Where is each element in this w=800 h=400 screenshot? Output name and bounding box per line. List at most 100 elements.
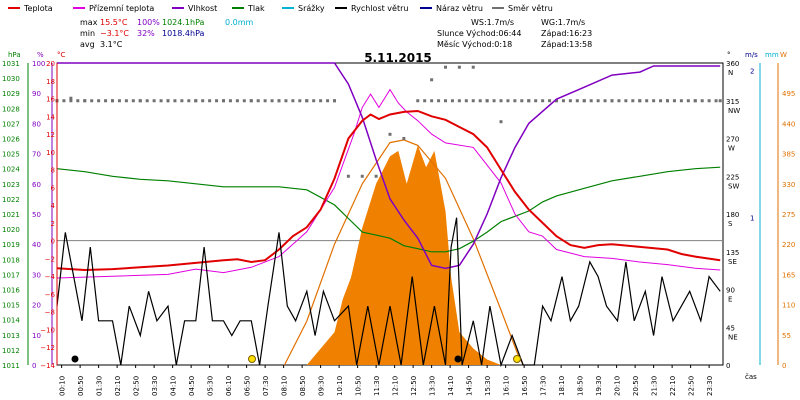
x-tick-label: 14:50: [466, 376, 474, 396]
wind-dir-point: [693, 99, 697, 103]
dir-tick-label: 90: [726, 287, 735, 295]
temp-tick-label: −6: [45, 291, 56, 299]
info-wg: WG:1.7m/s: [541, 18, 585, 27]
wind-dir-point: [69, 96, 73, 100]
stat-min-label: min: [80, 29, 95, 38]
wind-dir-point: [596, 99, 600, 103]
humidity-tick-label: 0: [32, 362, 36, 370]
temperature-line: [56, 109, 721, 272]
wind-dir-point: [124, 99, 128, 103]
dir-tick-label: 45: [726, 324, 735, 332]
dir-tick-name: NE: [728, 333, 738, 341]
pressure-tick-label: 1023: [2, 181, 20, 189]
dir-tick-label: 135: [726, 249, 739, 257]
x-tick-label: 12:10: [392, 376, 400, 396]
dir-tick-label: 225: [726, 173, 739, 181]
wind-dir-point: [541, 99, 545, 103]
axis-header-ms: m/s: [745, 51, 758, 59]
pressure-tick-label: 1018: [2, 256, 20, 264]
wind-dir-point: [568, 99, 572, 103]
wind-dir-point: [187, 99, 191, 103]
temp-tick-label: 12: [46, 131, 55, 139]
pressure-tick-label: 1011: [2, 362, 20, 370]
wind-dir-point: [90, 99, 94, 103]
wind-dir-point: [679, 99, 683, 103]
solar-tick-label: 440: [782, 120, 795, 128]
wind-dir-point: [374, 174, 378, 178]
x-tick-label: 20:50: [632, 376, 640, 396]
wind-line: [56, 217, 721, 368]
sun-set-icon: [513, 355, 521, 363]
info-sun-rise: Slunce Východ:06:44: [437, 29, 522, 38]
wind-dir-point: [222, 99, 225, 103]
temp-tick-label: −10: [40, 326, 55, 334]
x-tick-label: 10:10: [336, 376, 344, 396]
x-tick-label: 19:30: [595, 376, 603, 396]
dir-tick-name: SW: [728, 182, 739, 190]
wind-dir-point: [145, 99, 149, 103]
stat-avg-label: avg: [80, 40, 95, 49]
humidity-tick-label: 50: [32, 211, 41, 219]
wind-dir-point: [270, 99, 274, 103]
ms-tick-label: 2: [750, 67, 754, 75]
wind-dir-point: [534, 99, 538, 103]
wind-dir-point: [83, 99, 87, 103]
wind-dir-point: [97, 99, 101, 103]
series-layer: [55, 62, 722, 368]
wind-dir-point: [76, 99, 80, 103]
legend: Teplota Přízemní teplota Vlhkost Tlak Srážky…: [8, 4, 553, 13]
wind-dir-point: [69, 99, 73, 103]
pressure-tick-label: 1019: [2, 241, 20, 249]
x-tick-label: 16:10: [503, 376, 511, 396]
dir-tick-name: W: [728, 145, 735, 153]
axis-header-w: W: [780, 51, 787, 59]
wind-dir-point: [464, 99, 468, 103]
wind-dir-point: [326, 99, 330, 103]
solar-potential-line: [283, 139, 524, 366]
stat-min-press: 1018.4hPa: [162, 29, 205, 38]
temp-tick-label: −8: [45, 309, 55, 317]
stat-max-hum: 100%: [137, 18, 160, 27]
temp-tick-label: 14: [46, 113, 55, 121]
wind-dir-point: [416, 99, 420, 103]
wind-dir-point: [652, 99, 656, 103]
wind-dir-point: [520, 99, 524, 103]
wind-dir-point: [152, 99, 156, 103]
pressure-tick-label: 1026: [2, 136, 20, 144]
wind-dir-point: [659, 99, 663, 103]
pressure-tick-label: 1016: [2, 287, 20, 295]
x-tick-label: 00:50: [77, 376, 85, 396]
axis-header-degc: °C: [57, 51, 66, 59]
pressure-tick-label: 1029: [2, 90, 20, 98]
wind-dir-point: [485, 99, 489, 103]
humidity-tick-label: 10: [32, 332, 41, 340]
pressure-tick-label: 1020: [2, 226, 20, 234]
humidity-tick-label: 80: [32, 120, 41, 128]
wind-dir-point: [346, 174, 350, 178]
x-tick-label: 08:50: [299, 376, 307, 396]
stats-block: max 15.5°C 100% 1024.1hPa 0.0mm min −3.1…: [80, 18, 254, 49]
wind-dir-point: [62, 99, 66, 103]
wind-dir-point: [506, 99, 510, 103]
wind-dir-point: [131, 99, 135, 103]
axis-header-hpa: hPa: [8, 51, 21, 59]
solar-tick-label: 165: [782, 271, 795, 279]
dir-tick-label: 270: [726, 136, 739, 144]
legend-item-label: Teplota: [23, 4, 53, 13]
x-axis-label: čas: [745, 373, 757, 381]
wind-dir-point: [707, 99, 711, 103]
wind-dir-point: [603, 99, 607, 103]
x-tick-label: 04:50: [188, 376, 196, 396]
moon-set-icon: [454, 355, 462, 363]
pressure-tick-label: 1028: [2, 105, 20, 113]
temp-tick-label: −2: [45, 255, 55, 263]
humidity-tick-label: 30: [32, 271, 41, 279]
pressure-tick-label: 1017: [2, 271, 20, 279]
wind-dir-point: [700, 99, 704, 103]
x-tick-label: 18:10: [558, 376, 566, 396]
legend-item-label: Rychlost větru: [351, 4, 408, 13]
x-tick-label: 03:30: [151, 376, 159, 396]
humidity-line: [57, 62, 721, 270]
wind-dir-point: [277, 99, 281, 103]
wind-dir-point: [582, 99, 586, 103]
